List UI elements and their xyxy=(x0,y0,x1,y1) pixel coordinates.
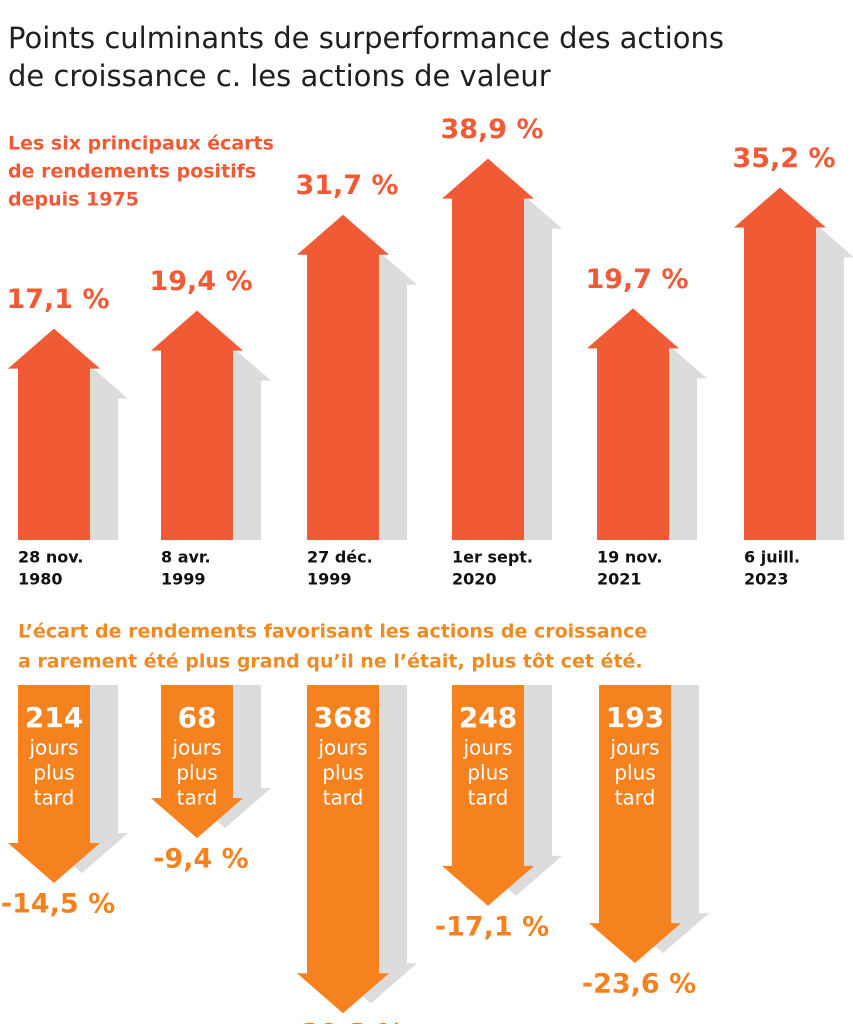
category-label: 19 nov. xyxy=(597,548,662,567)
category-label: 28 nov. xyxy=(18,548,83,567)
value-label: 38,9 % xyxy=(440,114,543,145)
days-text: plus xyxy=(614,761,655,785)
days-text: jours xyxy=(462,736,512,760)
days-text: tard xyxy=(468,786,509,810)
subtitle-line: Les six principaux écarts xyxy=(8,133,274,155)
value-label: 35,2 % xyxy=(732,143,835,174)
days-text: plus xyxy=(33,761,74,785)
days-text: tard xyxy=(177,786,218,810)
arrow xyxy=(8,685,100,883)
arrow xyxy=(151,685,243,839)
category-label: 6 juill. xyxy=(744,548,800,567)
category-label: 2021 xyxy=(597,570,642,589)
value-label: -17,1 % xyxy=(435,911,549,942)
category-label: 2020 xyxy=(452,570,497,589)
days-text: jours xyxy=(171,736,221,760)
days-text: jours xyxy=(609,736,659,760)
category-label: 1999 xyxy=(307,570,352,589)
subtitle-line: a rarement été plus grand qu’il ne l’éta… xyxy=(18,651,643,673)
title-line: de croissance c. les actions de valeur xyxy=(8,59,551,93)
days-text: jours xyxy=(28,736,78,760)
arrow xyxy=(442,158,534,540)
value-label: 17,1 % xyxy=(6,284,109,315)
category-label: 2023 xyxy=(744,570,789,589)
days-text: plus xyxy=(467,761,508,785)
title-line: Points culminants de surperformance des … xyxy=(8,21,724,55)
value-label: -9,4 % xyxy=(153,844,249,875)
arrow xyxy=(297,685,389,1014)
category-label: 8 avr. xyxy=(161,548,211,567)
subtitle-line: depuis 1975 xyxy=(8,189,139,211)
days-number: 248 xyxy=(459,701,517,734)
category-label: 1999 xyxy=(161,570,206,589)
days-number: 214 xyxy=(25,701,83,734)
value-label: -29,3 % xyxy=(290,1019,404,1024)
arrow xyxy=(589,685,681,964)
days-text: plus xyxy=(322,761,363,785)
subtitle-line: de rendements positifs xyxy=(8,161,256,183)
value-label: 31,7 % xyxy=(295,170,398,201)
category-label: 1er sept. xyxy=(452,548,533,567)
arrow xyxy=(587,308,679,540)
days-text: jours xyxy=(317,736,367,760)
days-text: tard xyxy=(34,786,75,810)
arrow xyxy=(442,685,534,906)
arrow xyxy=(297,214,389,541)
days-text: plus xyxy=(176,761,217,785)
arrow xyxy=(151,310,243,540)
value-label: 19,4 % xyxy=(149,266,252,297)
subtitle-line: L’écart de rendements favorisant les act… xyxy=(18,621,647,643)
days-number: 193 xyxy=(606,701,664,734)
value-label: -14,5 % xyxy=(1,889,115,920)
days-number: 68 xyxy=(178,701,217,734)
arrow xyxy=(8,328,100,540)
value-label: -23,6 % xyxy=(582,969,696,1000)
category-label: 27 déc. xyxy=(307,548,373,567)
days-number: 368 xyxy=(314,701,372,734)
days-text: tard xyxy=(323,786,364,810)
days-text: tard xyxy=(615,786,656,810)
value-label: 19,7 % xyxy=(585,264,688,295)
category-label: 1980 xyxy=(18,570,63,589)
arrow xyxy=(734,187,826,540)
